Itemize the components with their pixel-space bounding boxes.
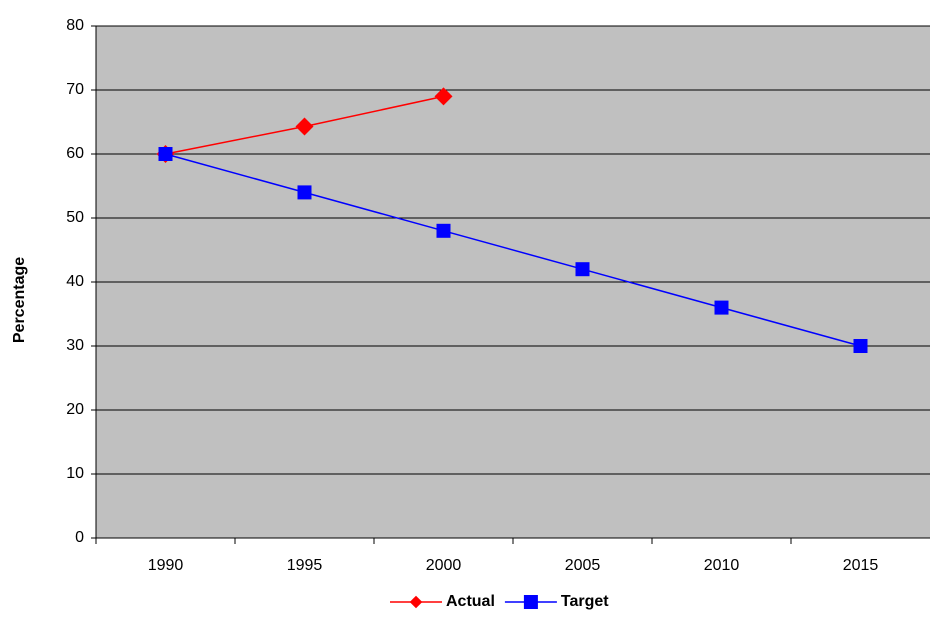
y-tick-label: 30	[66, 337, 84, 354]
data-point	[434, 87, 453, 106]
y-tick-label: 0	[75, 529, 84, 546]
y-tick-label: 80	[66, 17, 84, 34]
legend-label: Actual	[446, 593, 495, 610]
data-point	[575, 262, 590, 277]
x-tick-label: 1990	[148, 557, 184, 574]
y-tick-label: 50	[66, 209, 84, 226]
legend-marker	[523, 595, 538, 609]
data-point	[853, 339, 868, 353]
x-tick-label: 2000	[426, 557, 462, 574]
y-tick-label: 10	[66, 465, 84, 482]
x-tick-label: 2015	[843, 557, 879, 574]
data-point	[297, 185, 312, 200]
series-line	[165, 153, 861, 347]
y-tick-label: 70	[66, 81, 84, 98]
y-tick-label: 20	[66, 401, 84, 418]
x-tick-label: 2005	[565, 557, 601, 574]
x-tick-label: 1995	[287, 557, 323, 574]
legend-marker	[409, 595, 423, 609]
y-tick-label: 40	[66, 273, 84, 290]
data-point	[158, 147, 173, 161]
data-point	[436, 223, 451, 238]
x-tick-label: 2010	[704, 557, 740, 574]
data-point	[295, 117, 314, 136]
data-point	[714, 300, 729, 315]
y-tick-label: 60	[66, 145, 84, 162]
y-axis-label: Percentage	[11, 257, 28, 343]
legend-label: Target	[561, 593, 609, 610]
